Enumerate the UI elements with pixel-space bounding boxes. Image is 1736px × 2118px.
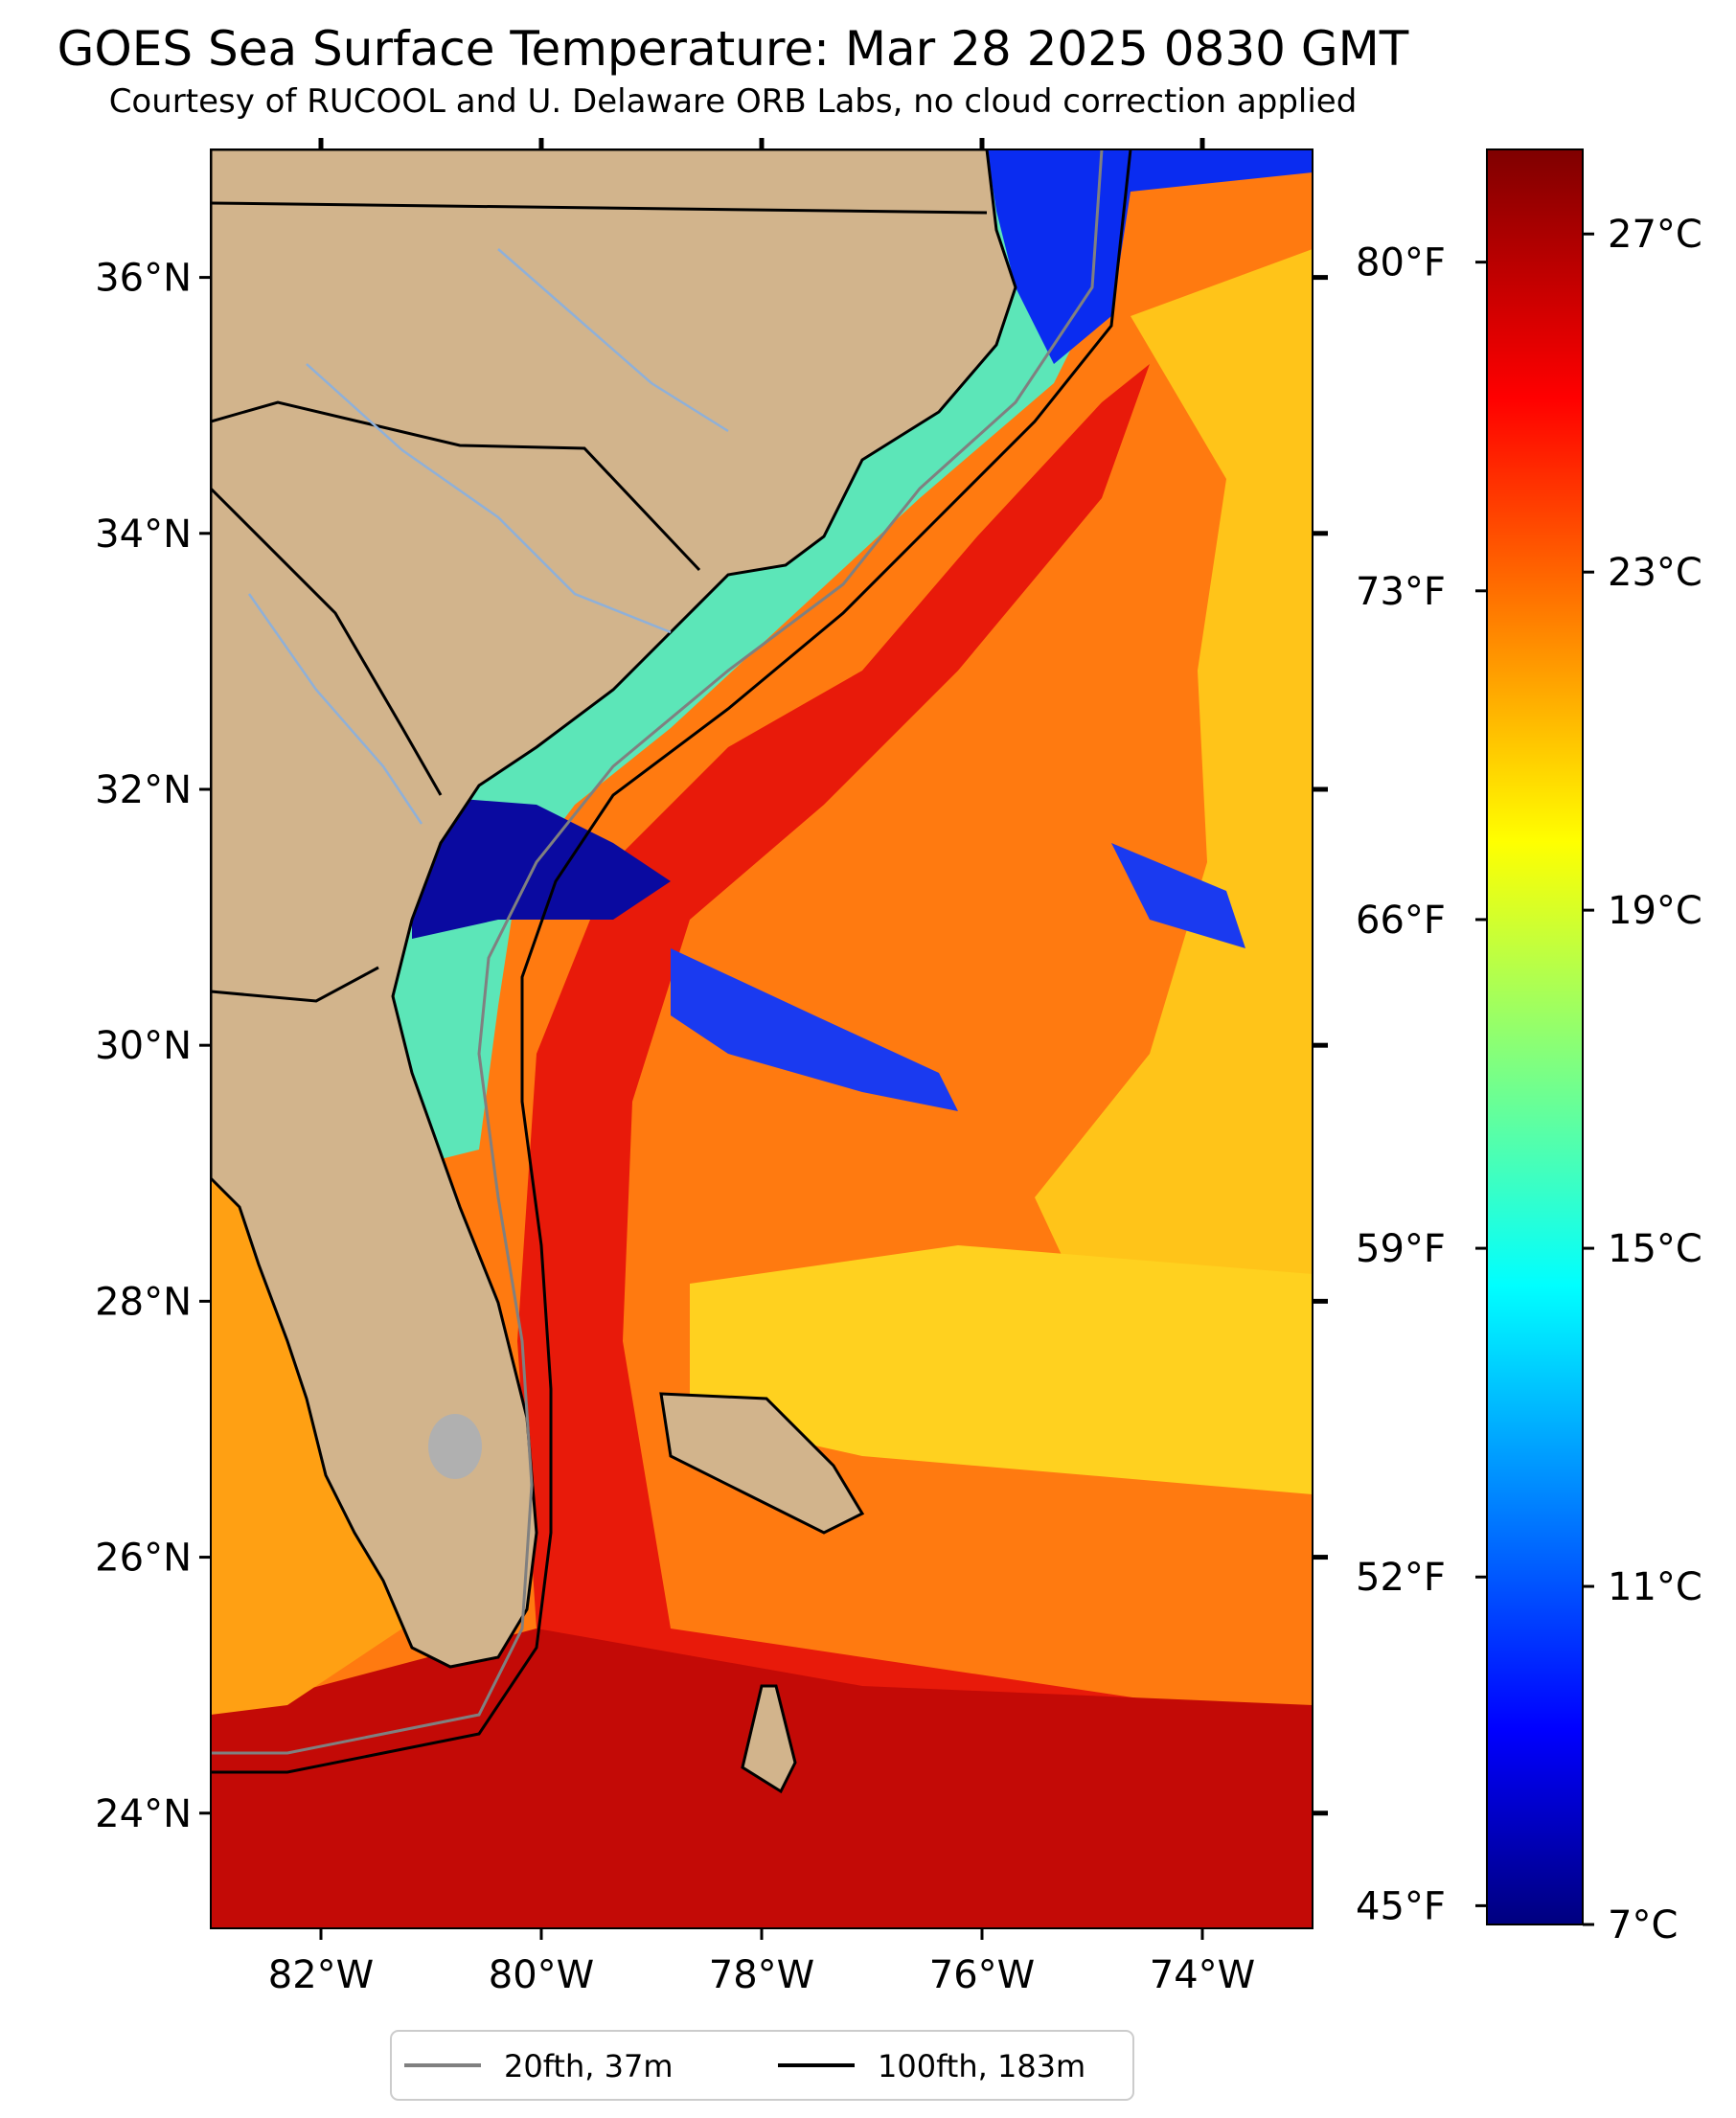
lon-tick-label: 78°W [709,1953,814,1997]
map-subtitle: Courtesy of RUCOOL and U. Delaware ORB L… [108,82,1358,121]
lat-axis: 24°N 26°N 28°N 30°N 32°N 34°N 36°N [95,257,1328,1836]
state-border [211,400,701,572]
fahrenheit-tick-label: 80°F [1356,241,1446,285]
colorbar [1486,148,1584,1925]
celsius-tick-label: 19°C [1608,889,1702,933]
lon-tick-label: 82°W [268,1953,374,1997]
sst-map [211,149,1313,1928]
fahrenheit-tick-label: 73°F [1356,570,1446,614]
lat-tick-label: 36°N [95,257,192,301]
lat-tick-label: 30°N [95,1024,192,1068]
state-border [211,487,443,796]
legend: 20fth, 37m 100fth, 183m [390,2030,1134,2101]
celsius-tick-label: 23°C [1608,551,1702,595]
bahamas-island [741,1684,797,1794]
isobath-100fth [211,149,1132,1774]
yellow-east [1035,249,1313,1341]
gulf-coast-water [211,1150,402,1715]
celsius-tick-label: 7°C [1608,1903,1678,1947]
cold-patch-ga [412,795,671,939]
land-southeast-us [211,149,1017,1669]
celsius-tick-label: 15°C [1608,1227,1702,1271]
fahrenheit-tick-label: 59°F [1356,1227,1446,1271]
state-border [211,966,379,1003]
cold-streak [671,948,958,1111]
lat-tick-label: 34°N [95,512,192,557]
yellow-south [690,1245,1313,1494]
lake-okeechobee [428,1414,482,1479]
bahamas-island [659,1392,865,1535]
cold-water-north [987,149,1313,364]
state-border [211,201,988,215]
celsius-tick-label: 27°C [1608,213,1702,257]
lon-tick-label: 74°W [1150,1953,1255,1997]
river [497,248,729,433]
lon-tick-label: 76°W [929,1953,1035,1997]
celsius-tick-label: 11°C [1608,1565,1702,1609]
legend-label-100fth: 100fth, 183m [878,2048,1085,2084]
fahrenheit-tick-label: 66°F [1356,899,1446,943]
river [247,593,423,825]
lon-tick-label: 80°W [489,1953,594,1997]
colorbar-fahrenheit-axis: 80°F 73°F 66°F 59°F 52°F 45°F [1356,241,1487,1928]
fahrenheit-tick-label: 52°F [1356,1556,1446,1600]
lon-axis: 82°W 80°W 78°W 76°W 74°W [268,138,1255,1997]
lat-tick-label: 28°N [95,1280,192,1324]
map-title: GOES Sea Surface Temperature: Mar 28 202… [57,21,1409,77]
lat-tick-label: 32°N [95,768,192,812]
cold-streak [1111,843,1245,948]
lat-tick-label: 24°N [95,1792,192,1836]
colorbar-celsius-axis: 27°C 23°C 19°C 15°C 11°C 7°C [1583,213,1702,1947]
legend-label-20fth: 20fth, 37m [504,2048,673,2084]
legend-frame [390,2030,1134,2101]
river [306,363,672,634]
lat-tick-label: 26°N [95,1537,192,1581]
fahrenheit-tick-label: 45°F [1356,1884,1446,1928]
isobath-20fth [211,149,1104,1755]
